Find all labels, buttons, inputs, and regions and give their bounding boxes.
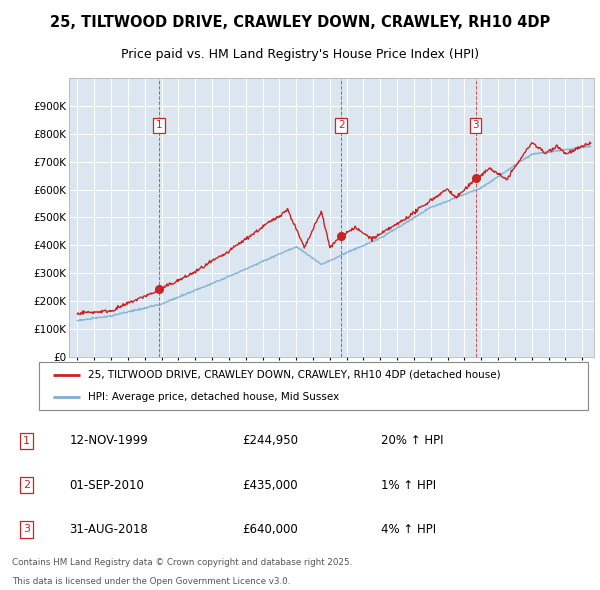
Text: 2: 2 (338, 120, 344, 130)
Text: 01-SEP-2010: 01-SEP-2010 (70, 478, 145, 491)
Text: 3: 3 (23, 525, 30, 535)
Text: 12-NOV-1999: 12-NOV-1999 (70, 434, 148, 447)
Text: 3: 3 (472, 120, 479, 130)
Text: 1: 1 (156, 120, 163, 130)
Text: 25, TILTWOOD DRIVE, CRAWLEY DOWN, CRAWLEY, RH10 4DP: 25, TILTWOOD DRIVE, CRAWLEY DOWN, CRAWLE… (50, 15, 550, 30)
Text: Contains HM Land Registry data © Crown copyright and database right 2025.: Contains HM Land Registry data © Crown c… (12, 558, 352, 567)
Text: Price paid vs. HM Land Registry's House Price Index (HPI): Price paid vs. HM Land Registry's House … (121, 48, 479, 61)
Text: This data is licensed under the Open Government Licence v3.0.: This data is licensed under the Open Gov… (12, 577, 290, 586)
Text: 31-AUG-2018: 31-AUG-2018 (70, 523, 148, 536)
FancyBboxPatch shape (39, 362, 588, 410)
Text: £640,000: £640,000 (242, 523, 298, 536)
Text: 25, TILTWOOD DRIVE, CRAWLEY DOWN, CRAWLEY, RH10 4DP (detached house): 25, TILTWOOD DRIVE, CRAWLEY DOWN, CRAWLE… (88, 370, 501, 380)
Text: HPI: Average price, detached house, Mid Sussex: HPI: Average price, detached house, Mid … (88, 392, 340, 402)
Text: £435,000: £435,000 (242, 478, 298, 491)
Text: 4% ↑ HPI: 4% ↑ HPI (380, 523, 436, 536)
Text: 1: 1 (23, 436, 30, 445)
Text: 20% ↑ HPI: 20% ↑ HPI (380, 434, 443, 447)
Text: £244,950: £244,950 (242, 434, 298, 447)
Text: 1% ↑ HPI: 1% ↑ HPI (380, 478, 436, 491)
Text: 2: 2 (23, 480, 30, 490)
